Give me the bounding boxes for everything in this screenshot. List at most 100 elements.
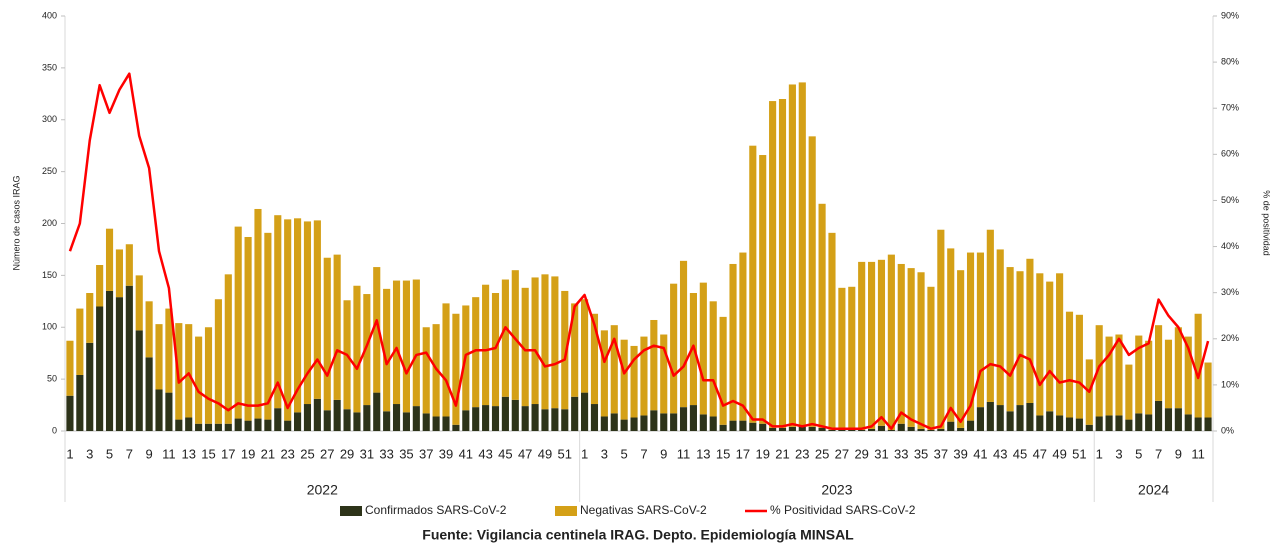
bar — [719, 424, 727, 431]
bar — [472, 407, 480, 431]
bar — [877, 259, 886, 426]
x-tick-label: 3 — [86, 446, 93, 461]
bar — [1184, 414, 1192, 431]
bar — [947, 248, 955, 422]
bar — [541, 409, 549, 431]
bar — [1105, 415, 1113, 431]
x-tick-label: 35 — [399, 446, 413, 461]
bar — [353, 412, 361, 431]
x-tick-label: 15 — [201, 446, 215, 461]
bar — [749, 422, 757, 431]
bar — [739, 252, 747, 421]
y2-tick-label: 90% — [1221, 10, 1239, 20]
bar — [818, 427, 826, 431]
bar — [482, 405, 490, 431]
bar — [1006, 411, 1014, 431]
bar — [561, 409, 569, 431]
x-tick-label: 41 — [459, 446, 473, 461]
bar — [462, 410, 470, 431]
legend-label: Negativas SARS-CoV-2 — [580, 503, 707, 517]
legend-swatch — [340, 506, 362, 516]
bar — [511, 399, 519, 431]
x-tick-label: 3 — [601, 446, 608, 461]
bar — [96, 306, 104, 431]
bar — [442, 416, 450, 431]
bar — [1085, 424, 1093, 431]
bar — [353, 285, 361, 413]
bar — [363, 294, 371, 406]
bar — [650, 410, 658, 431]
bar — [1036, 273, 1044, 416]
bar — [96, 265, 104, 307]
bar — [313, 398, 321, 431]
bar — [482, 284, 490, 406]
bar — [155, 389, 163, 431]
x-tick-label: 37 — [419, 446, 433, 461]
bar — [788, 84, 796, 427]
bar — [115, 249, 123, 298]
bar — [1026, 258, 1034, 403]
bar — [828, 232, 836, 430]
bar — [343, 409, 351, 431]
x-tick-label: 23 — [280, 446, 294, 461]
bar — [224, 274, 232, 424]
bar — [739, 420, 747, 431]
bar — [957, 270, 965, 428]
bar — [660, 413, 668, 431]
bar — [719, 316, 727, 425]
bar — [1046, 411, 1054, 431]
bar — [709, 416, 717, 431]
x-tick-label: 25 — [300, 446, 314, 461]
bar — [135, 330, 143, 431]
y-tick-label: 250 — [42, 166, 57, 176]
y-axis-title: Número de casos IRAG — [11, 175, 21, 270]
bar — [838, 287, 846, 430]
bar — [303, 404, 312, 431]
bar — [254, 208, 262, 419]
bar — [294, 412, 302, 431]
bar — [244, 236, 252, 421]
bar — [1164, 408, 1173, 431]
bar — [808, 426, 816, 431]
bar — [442, 303, 450, 417]
bar — [1016, 405, 1024, 431]
bar — [145, 357, 153, 431]
bar — [699, 414, 707, 431]
bar — [808, 136, 816, 427]
x-tick-label: 45 — [498, 446, 512, 461]
bar — [66, 395, 74, 431]
bar — [1204, 417, 1212, 431]
bar — [383, 288, 391, 412]
bar — [907, 426, 915, 431]
bar — [937, 428, 945, 431]
x-tick-label: 25 — [815, 446, 829, 461]
bar — [274, 215, 282, 409]
x-tick-label: 47 — [1033, 446, 1047, 461]
x-group-label: 2023 — [821, 482, 852, 498]
bar — [640, 415, 648, 431]
bar — [1006, 267, 1014, 412]
bar — [185, 324, 193, 418]
bar — [986, 401, 994, 431]
x-tick-label: 1 — [581, 446, 588, 461]
x-tick-label: 9 — [1175, 446, 1182, 461]
bar — [778, 99, 787, 428]
bar — [996, 249, 1004, 406]
bar — [204, 423, 213, 431]
x-tick-label: 51 — [558, 446, 572, 461]
bar — [422, 413, 430, 431]
bar — [927, 286, 935, 430]
x-tick-label: 19 — [241, 446, 255, 461]
bar — [917, 428, 925, 431]
bar — [679, 260, 688, 408]
bar — [402, 280, 410, 413]
x-tick-label: 39 — [953, 446, 967, 461]
x-tick-label: 43 — [478, 446, 492, 461]
bar — [620, 419, 628, 431]
bar — [76, 308, 84, 375]
y-tick-label: 200 — [42, 218, 57, 228]
bar — [531, 277, 539, 405]
bar — [828, 429, 836, 431]
bar — [858, 261, 866, 430]
